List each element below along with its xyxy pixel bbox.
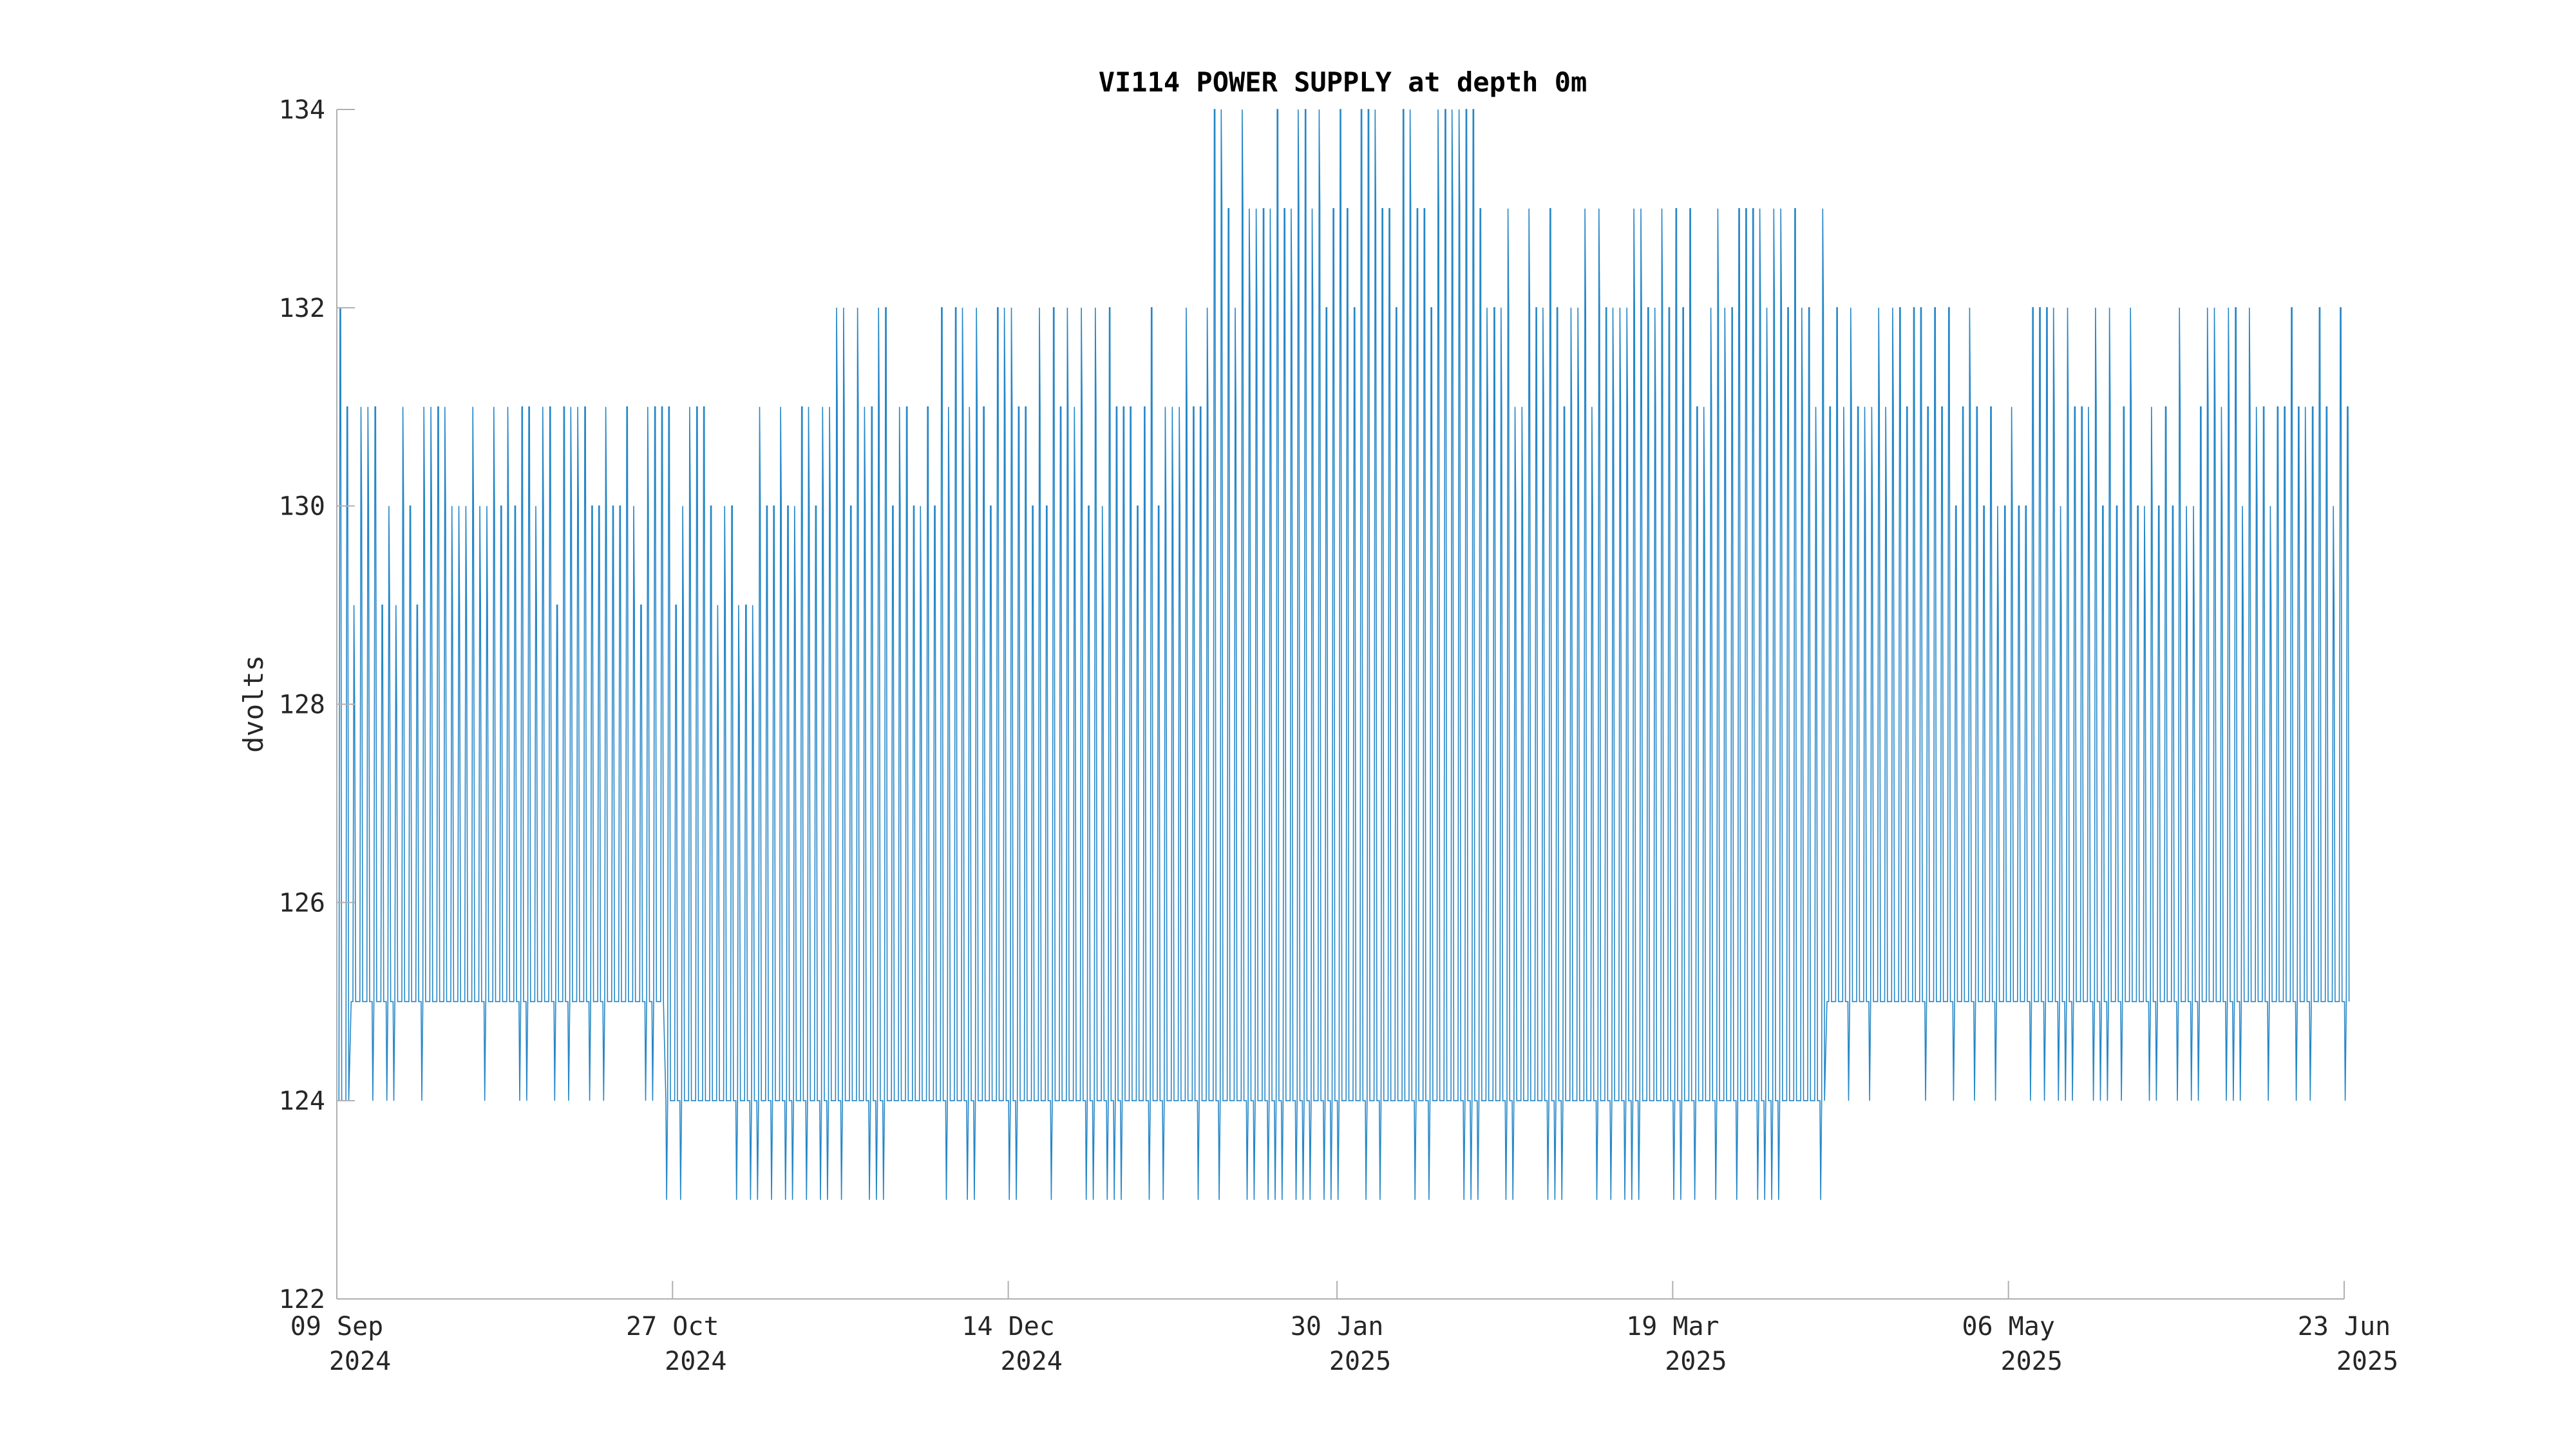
- y-ticks: 122 124 126 128 130 132 134: [279, 95, 355, 1314]
- x-tick-label-year: 2025: [2336, 1347, 2398, 1376]
- axes: [336, 109, 2344, 1300]
- x-tick-label-date: 19 Mar: [1626, 1312, 1719, 1341]
- x-tick-label-date: 06 May: [1962, 1312, 2055, 1341]
- y-tick-label: 122: [279, 1285, 325, 1314]
- y-tick-label: 132: [279, 294, 325, 323]
- plot-area: [337, 109, 2350, 1200]
- series-line: [337, 109, 2350, 1200]
- y-tick-label: 130: [279, 492, 325, 522]
- y-tick-label: 126: [279, 888, 325, 918]
- x-ticks: 09 Sep 2024 27 Oct 2024 14 Dec 2024 30 Jan 2025…: [290, 1281, 2398, 1376]
- y-axis-label: dvolts: [238, 655, 269, 753]
- y-tick-label: 134: [279, 95, 325, 125]
- x-tick-label-date: 09 Sep: [290, 1312, 384, 1341]
- x-tick-label-year: 2024: [329, 1347, 391, 1376]
- x-tick-label-year: 2024: [1000, 1347, 1062, 1376]
- x-tick-label-date: 27 Oct: [626, 1312, 719, 1341]
- chart-title: VI114 POWER SUPPLY at depth 0m: [1099, 66, 1587, 98]
- x-tick-label-date: 30 Jan: [1291, 1312, 1384, 1341]
- x-tick-label-year: 2024: [665, 1347, 726, 1376]
- y-tick-label: 124: [279, 1086, 325, 1116]
- series-layer: [337, 109, 2350, 1200]
- x-tick-label-date: 14 Dec: [961, 1312, 1055, 1341]
- x-tick-label-year: 2025: [2001, 1347, 2063, 1376]
- x-tick-label-year: 2025: [1665, 1347, 1727, 1376]
- x-tick-label-year: 2025: [1329, 1347, 1391, 1376]
- y-tick-label: 128: [279, 690, 325, 720]
- x-tick-label-date: 23 Jun: [2298, 1312, 2391, 1341]
